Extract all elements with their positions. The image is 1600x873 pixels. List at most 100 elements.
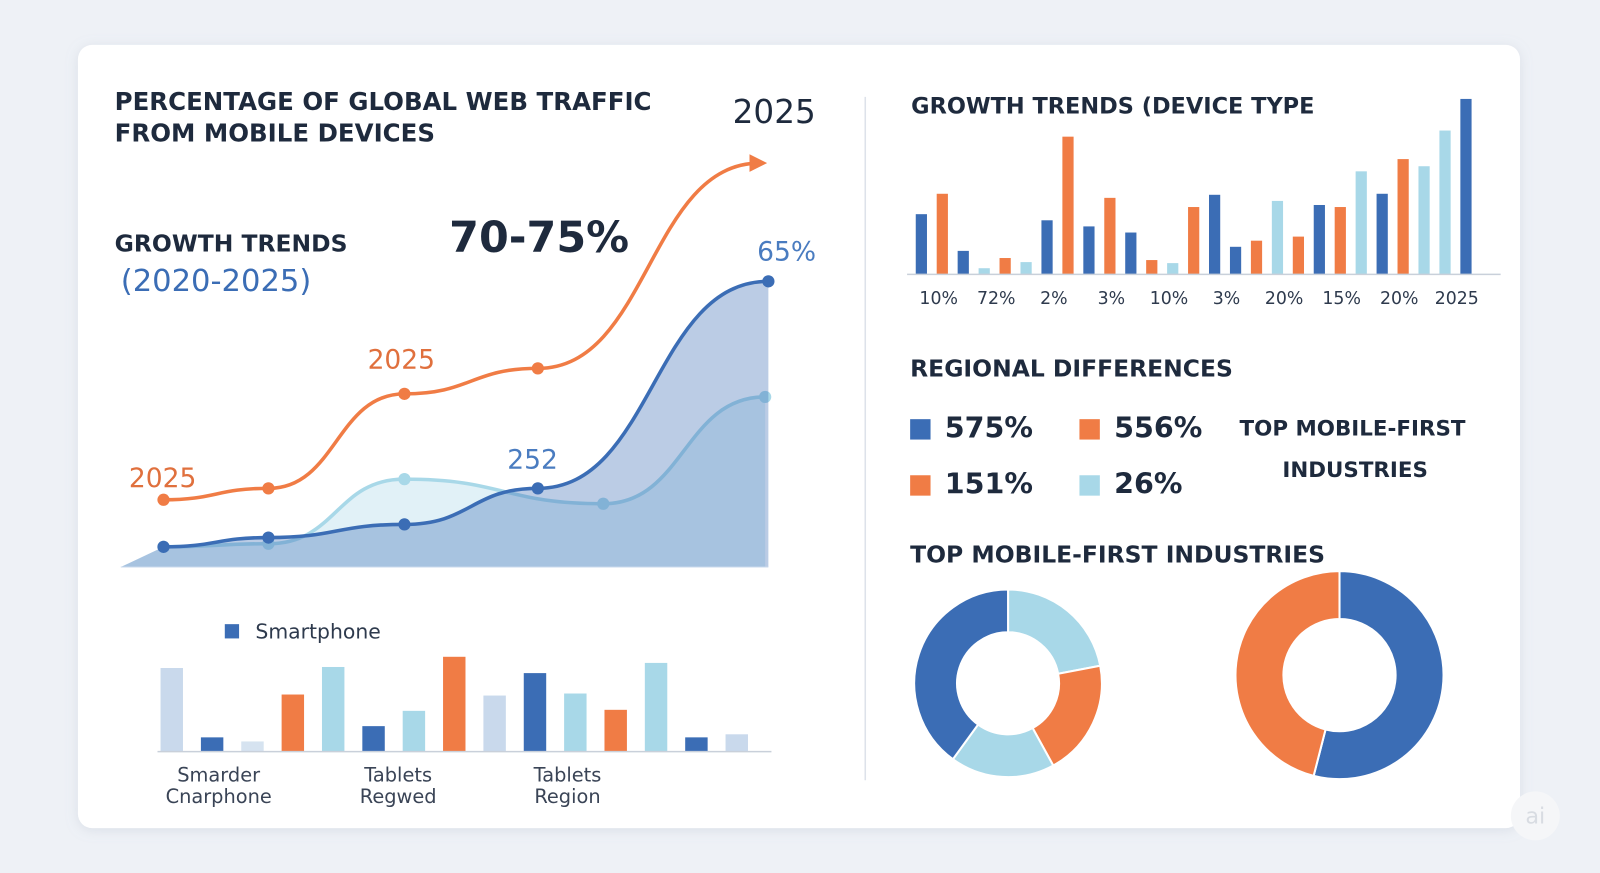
bar [1250,240,1263,275]
bar [1355,171,1367,275]
bar [1292,236,1305,275]
bar [564,693,587,752]
bar [1313,204,1325,275]
panel-title: PERCENTAGE OF GLOBAL WEB TRAFFIC [115,87,652,116]
bar [281,694,305,752]
bar [160,668,183,752]
category-label: 20% [1265,289,1304,309]
legend-swatch [1079,475,1100,496]
bar [1418,166,1430,275]
donut-segment [913,588,1010,761]
annotation: 2025 [129,463,196,494]
bar [936,193,948,275]
bar [604,709,627,752]
legend-label: 575% [945,410,1033,444]
legend-label: 26% [1114,466,1182,500]
bar [685,737,708,752]
side-text: TOP MOBILE-FIRST [1240,416,1466,441]
panel-title: FROM MOBILE DEVICES [115,119,435,148]
point [262,531,275,544]
bar [1397,159,1409,275]
point [262,482,275,495]
category-label: Region [534,785,600,808]
point [157,493,170,506]
bar [1125,232,1137,275]
year-label: 2025 [733,93,816,131]
category-label: Tablets [533,764,602,787]
bar [1041,220,1053,275]
watermark-bg [1510,791,1560,841]
category-label: Regwed [360,785,437,808]
legend-swatch [910,419,931,440]
point [531,482,544,495]
point [398,387,411,400]
bar [1376,193,1388,275]
donut-segment [1312,570,1445,781]
category-label: 2025 [1435,289,1479,309]
bar [1167,263,1179,275]
panel-title: TOP MOBILE-FIRST INDUSTRIES [910,540,1325,568]
category-label: Tablets [363,764,432,787]
bar [957,250,969,275]
category-label: 15% [1322,289,1361,309]
bar [1209,194,1221,275]
watermark: ai [1525,803,1545,829]
category-label: 20% [1380,289,1419,309]
category-label: 72% [977,289,1016,309]
bar [978,268,990,275]
headline: 70-75% [449,213,629,263]
bar [362,726,385,752]
bar [915,214,927,275]
point [531,362,544,375]
line [161,154,768,502]
panel-title: REGIONAL DIFFERENCES [910,355,1233,383]
legend-label: 151% [945,466,1033,500]
point [759,390,772,404]
subtitle: GROWTH TRENDS [115,229,348,257]
bar [321,666,345,752]
bar [1062,136,1074,275]
category-label: Cnarphone [166,785,272,808]
point [762,275,775,288]
category-label: 3% [1098,289,1126,309]
donut-segment [1234,570,1341,778]
bar [1334,207,1346,275]
category-label: 10% [1150,289,1189,309]
point [157,540,170,553]
annotation: 252 [507,444,558,475]
annotation: 2025 [368,345,435,376]
bar [1083,226,1095,275]
bar [1439,130,1451,275]
bar [1188,207,1200,275]
point [597,497,610,510]
bar [725,734,748,752]
bar [443,656,466,752]
bar [483,695,506,752]
bar [1271,200,1284,275]
bar [1460,98,1472,275]
line [161,395,767,549]
bar [402,710,426,752]
category-label: 10% [919,289,958,309]
bar [644,662,668,752]
category-label: 3% [1213,289,1241,309]
bar [1104,197,1116,275]
bar [523,673,547,752]
area [120,281,769,568]
bar [1020,262,1032,275]
annotation: 65% [757,236,816,267]
bar [999,258,1011,275]
period: (2020-2025) [121,264,312,299]
donut-segment [1007,588,1102,675]
point [398,518,411,531]
bar [1229,246,1242,275]
legend-swatch [224,624,240,639]
legend-swatch [910,475,931,496]
legend-label: 556% [1114,410,1202,444]
card [77,44,1521,829]
bar [241,741,264,752]
panel-title: GROWTH TRENDS (DEVICE TYPE [911,94,1314,120]
category-label: 2% [1040,289,1068,309]
